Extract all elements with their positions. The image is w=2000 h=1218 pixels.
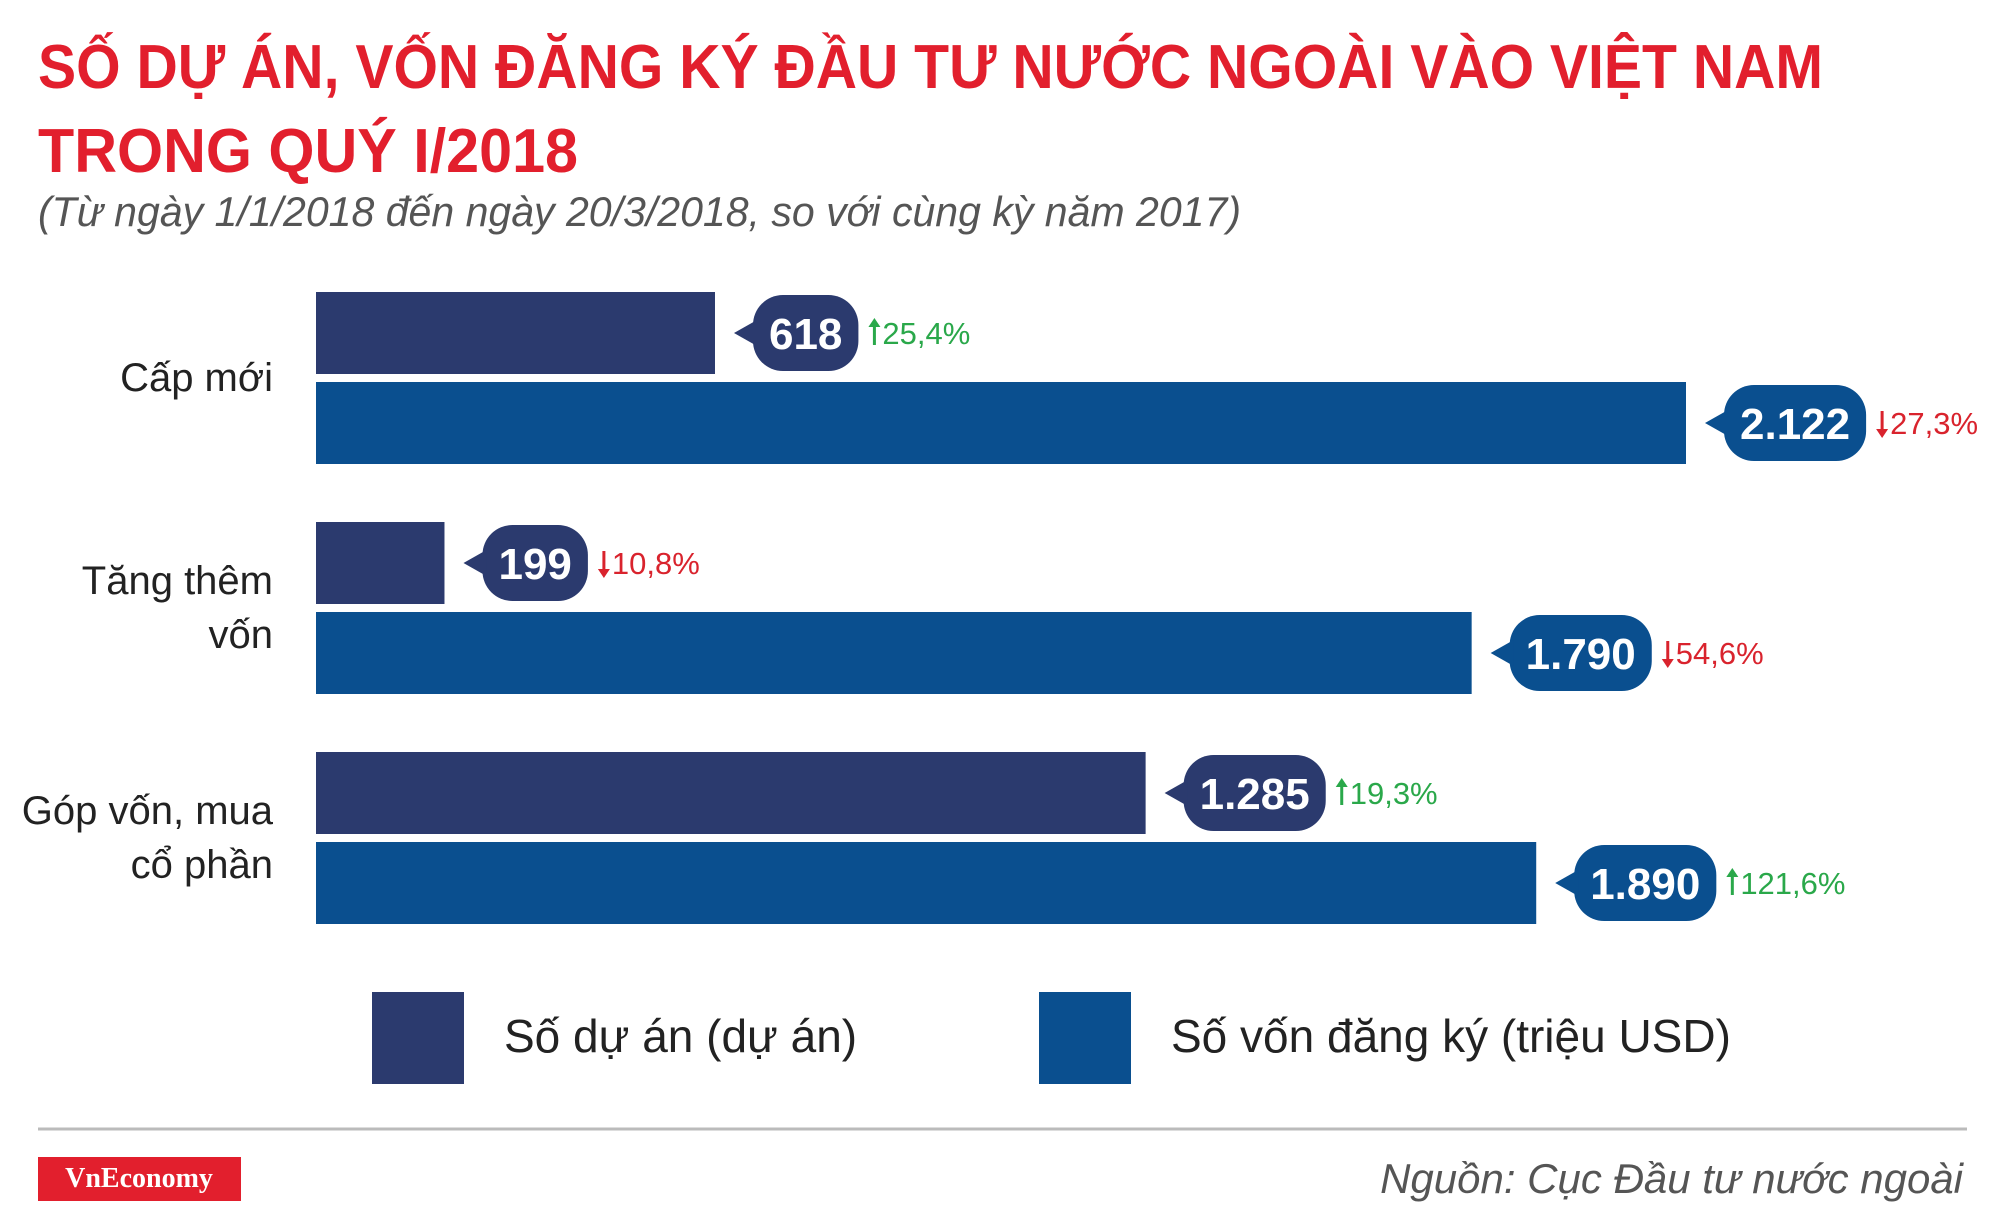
value-label: 1.790 [1526, 630, 1636, 679]
change-arrow-head [597, 569, 610, 578]
value-label: 2.122 [1740, 400, 1850, 449]
callout-pointer [733, 320, 757, 346]
chart-subtitle: (Từ ngày 1/1/2018 đến ngày 20/3/2018, so… [38, 188, 1241, 235]
change-label: 19,3% [1350, 776, 1438, 811]
value-label: 1.890 [1590, 860, 1700, 909]
bar [316, 382, 1686, 464]
callout [1574, 845, 1717, 921]
bar [316, 612, 1472, 694]
bar [316, 292, 715, 374]
value-label: 199 [498, 540, 571, 589]
category-label: Cấp mới [120, 356, 273, 400]
brand-box [38, 1157, 241, 1201]
callout-pointer [1490, 640, 1514, 666]
callout [1724, 385, 1867, 461]
chart-title: TRONG QUÝ I/2018 [38, 117, 578, 186]
change-arrow-head [1726, 868, 1739, 877]
change-arrow-head [1335, 778, 1348, 787]
change-label: 10,8% [612, 546, 700, 581]
source: Nguồn: Cục Đầu tư nước ngoài [1380, 1155, 1965, 1202]
category-label: Tăng thêm vốn [81, 559, 273, 657]
callout [752, 295, 859, 371]
legend-swatch [372, 992, 464, 1084]
callout [482, 525, 588, 601]
category-label: Góp vốn, mua cổ phần [21, 789, 273, 887]
chart-title: SỐ DỰ ÁN, VỐN ĐĂNG KÝ ĐẦU TƯ NƯỚC NGOÀI … [38, 33, 1823, 102]
legend-swatch [1039, 992, 1131, 1084]
change-label: 54,6% [1676, 636, 1764, 671]
value-label: 1.285 [1200, 770, 1310, 819]
callout-pointer [463, 550, 487, 576]
change-label: 27,3% [1890, 406, 1978, 441]
callout-pointer [1555, 870, 1579, 896]
bar [316, 752, 1146, 834]
legend-label: Số dự án (dự án) [504, 1010, 857, 1062]
callout [1509, 615, 1652, 691]
change-arrow-head [868, 318, 881, 327]
brand: VnEconomy [65, 1163, 213, 1194]
legend-label: Số vốn đăng ký (triệu USD) [1171, 1010, 1731, 1062]
bar [316, 522, 445, 604]
value-label: 618 [769, 310, 842, 359]
bar [316, 842, 1537, 924]
callout-pointer [1705, 410, 1728, 436]
callout-pointer [1164, 780, 1188, 806]
callout [1183, 755, 1326, 831]
change-arrow-head [1876, 429, 1889, 438]
change-arrow-head [1661, 659, 1674, 668]
change-label: 121,6% [1740, 866, 1845, 901]
change-label: 25,4% [882, 316, 970, 351]
